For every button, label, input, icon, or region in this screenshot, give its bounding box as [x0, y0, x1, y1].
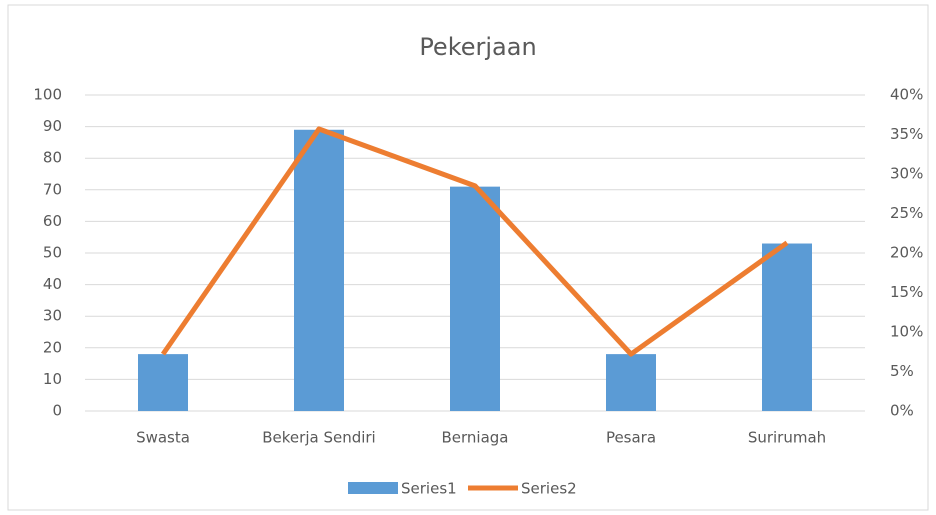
line — [160, 126, 789, 357]
y2-tick-label: 10% — [890, 323, 923, 341]
y2-tick-label: 35% — [890, 125, 923, 143]
y2-tick-label: 30% — [890, 165, 923, 183]
bar — [138, 354, 188, 411]
y-tick-label: 40 — [43, 275, 62, 293]
x-tick-label: Surirumah — [748, 429, 826, 447]
y-tick-label: 30 — [43, 307, 62, 325]
x-tick-label: Pesara — [606, 429, 656, 447]
y-tick-label: 50 — [43, 244, 62, 262]
y-tick-label: 10 — [43, 370, 62, 388]
y-tick-label: 100 — [33, 86, 62, 104]
x-tick-label: Berniaga — [441, 429, 508, 447]
legend-label: Series1 — [401, 480, 457, 498]
chart-title: Pekerjaan — [419, 33, 536, 61]
y2-tick-label: 20% — [890, 244, 923, 262]
x-tick-label: Swasta — [136, 429, 190, 447]
y2-tick-label: 0% — [890, 402, 914, 420]
bar — [762, 243, 812, 411]
x-tick-label: Bekerja Sendiri — [262, 429, 375, 447]
y-tick-label: 0 — [52, 402, 62, 420]
y-tick-label: 70 — [43, 180, 62, 198]
y-tick-label: 90 — [43, 117, 62, 135]
y-tick-label: 20 — [43, 338, 62, 356]
bar — [450, 186, 500, 411]
y-tick-label: 80 — [43, 149, 62, 167]
y2-tick-label: 25% — [890, 204, 923, 222]
bar — [294, 129, 344, 411]
y2-tick-label: 40% — [890, 86, 923, 104]
y-tick-label: 60 — [43, 212, 62, 230]
legend-label: Series2 — [521, 480, 577, 498]
y2-tick-label: 15% — [890, 283, 923, 301]
y2-tick-label: 5% — [890, 362, 914, 380]
legend-swatch — [348, 482, 398, 494]
bar — [606, 354, 656, 411]
